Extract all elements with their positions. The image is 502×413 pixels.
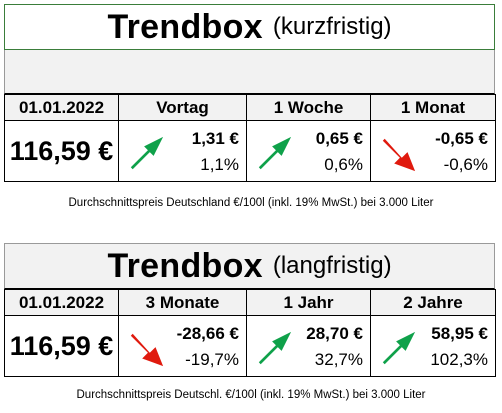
price-note: Durchschnittspreis Deutschland €/100l (i… (68, 197, 434, 209)
column-header: 1 Woche (246, 94, 371, 121)
date-header: 01.01.2022 (4, 94, 119, 121)
change-amount: -0,65 € (435, 129, 488, 148)
trendbox-title: Trendbox (langfristig) (4, 243, 495, 289)
trend-table: 01.01.2022 3 Monate 1 Jahr 2 Jahre 116,5… (4, 289, 496, 377)
trendbox-long-term: Trendbox (langfristig) 01.01.2022 3 Mona… (4, 243, 496, 377)
current-price: 116,59 € (4, 120, 119, 182)
trend-cell: -28,66 € -19,7% (119, 316, 246, 376)
trend-cell: 28,70 € 32,7% (247, 316, 370, 376)
change-percent: -0,6% (443, 155, 488, 174)
up-arrow-icon (382, 331, 416, 365)
current-price: 116,59 € (4, 315, 119, 377)
up-arrow-icon (258, 331, 292, 365)
up-arrow-icon (130, 136, 164, 170)
title-main: Trendbox (107, 246, 263, 285)
date-header: 01.01.2022 (4, 289, 119, 316)
change-percent: 102,3% (430, 350, 488, 369)
change-amount: 28,70 € (306, 324, 363, 343)
column-header: 2 Jahre (370, 289, 496, 316)
trend-cell: -0,65 € -0,6% (371, 121, 495, 181)
column-header: 1 Monat (370, 94, 496, 121)
change-percent: 0,6% (324, 155, 363, 174)
column-header: 3 Monate (118, 289, 247, 316)
down-arrow-icon (130, 333, 164, 367)
trend-cell: 58,95 € 102,3% (371, 316, 495, 376)
price-note: Durchschnittspreis Deutschl. €/100l (ink… (76, 389, 426, 401)
change-amount: 1,31 € (191, 129, 239, 148)
trend-cell: 0,65 € 0,6% (247, 121, 370, 181)
column-header: Vortag (118, 94, 247, 121)
column-header: 1 Jahr (246, 289, 371, 316)
title-sub: (kurzfristig) (272, 13, 392, 40)
change-percent: 32,7% (314, 350, 363, 369)
trend-cell: 1,31 € 1,1% (119, 121, 246, 181)
title-main: Trendbox (107, 7, 263, 46)
change-amount: -28,66 € (176, 324, 239, 343)
change-amount: 0,65 € (315, 129, 363, 148)
title-sub: (langfristig) (272, 252, 392, 279)
trendbox-short-term: Trendbox (kurzfristig) 01.01.2022 Vortag… (4, 4, 496, 182)
spacer-row (4, 50, 495, 94)
change-percent: -19,7% (185, 350, 239, 369)
up-arrow-icon (258, 136, 292, 170)
down-arrow-icon (382, 138, 416, 172)
trend-table: 01.01.2022 Vortag 1 Woche 1 Monat 116,59… (4, 94, 496, 182)
change-percent: 1,1% (200, 155, 239, 174)
change-amount: 58,95 € (431, 324, 488, 343)
trendbox-title: Trendbox (kurzfristig) (4, 4, 495, 50)
